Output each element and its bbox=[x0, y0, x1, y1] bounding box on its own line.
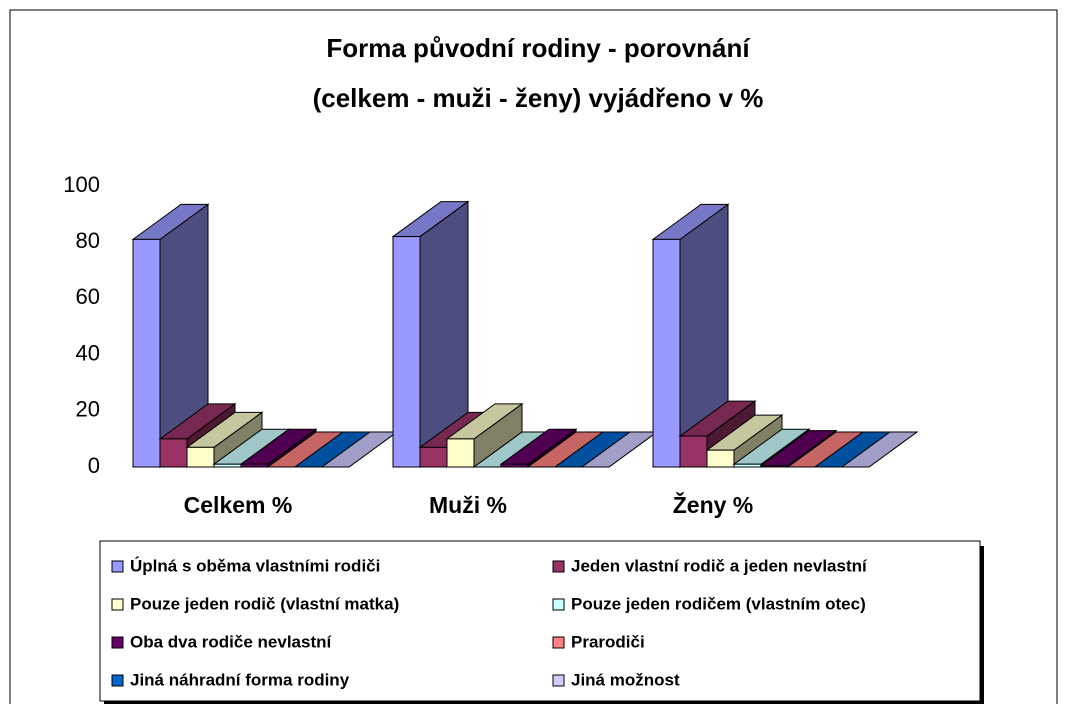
legend-label: Prarodiči bbox=[571, 632, 645, 651]
chart-title: (celkem - muži - ženy) vyjádřeno v % bbox=[313, 83, 764, 113]
y-tick-label: 40 bbox=[76, 340, 100, 365]
legend-swatch bbox=[111, 636, 124, 649]
y-tick-label: 80 bbox=[76, 228, 100, 253]
legend-swatch bbox=[552, 636, 565, 649]
legend-label: Jiná možnost bbox=[571, 670, 680, 689]
legend-swatch bbox=[111, 560, 124, 573]
legend-label: Jiná náhradní forma rodiny bbox=[130, 670, 350, 689]
bar bbox=[652, 238, 681, 468]
bar bbox=[419, 446, 448, 468]
bar bbox=[679, 435, 708, 468]
bar bbox=[186, 446, 215, 468]
bar bbox=[446, 438, 475, 468]
y-tick-label: 100 bbox=[63, 172, 100, 197]
y-tick-label: 0 bbox=[88, 453, 100, 478]
bar bbox=[159, 438, 188, 468]
bar-top bbox=[840, 431, 919, 468]
bar bbox=[240, 463, 269, 468]
legend-label: Jeden vlastní rodič a jeden nevlastní bbox=[571, 556, 868, 575]
bar bbox=[392, 236, 421, 468]
legend-label: Úplná s oběma vlastními rodiči bbox=[130, 556, 380, 575]
legend-swatch bbox=[552, 674, 565, 687]
bar bbox=[500, 463, 529, 468]
x-tick-label: Muži % bbox=[429, 492, 507, 518]
legend-swatch bbox=[111, 598, 124, 611]
chart-title: Forma původní rodiny - porovnání bbox=[326, 33, 750, 63]
x-tick-label: Celkem % bbox=[184, 492, 293, 518]
bar bbox=[733, 463, 762, 468]
y-tick-label: 60 bbox=[76, 284, 100, 309]
x-tick-label: Ženy % bbox=[673, 491, 754, 518]
legend-swatch bbox=[111, 674, 124, 687]
legend-swatch bbox=[552, 560, 565, 573]
legend-label: Pouze jeden rodič (vlastní matka) bbox=[130, 594, 399, 613]
bar bbox=[760, 465, 789, 468]
bar bbox=[213, 463, 242, 468]
legend-label: Oba dva rodiče nevlastní bbox=[130, 632, 333, 651]
y-tick-label: 20 bbox=[76, 397, 100, 422]
bar bbox=[132, 238, 161, 468]
legend-label: Pouze jeden rodičem (vlastním otec) bbox=[571, 594, 866, 613]
legend-swatch bbox=[552, 598, 565, 611]
bar bbox=[706, 449, 735, 468]
legend bbox=[99, 540, 981, 702]
